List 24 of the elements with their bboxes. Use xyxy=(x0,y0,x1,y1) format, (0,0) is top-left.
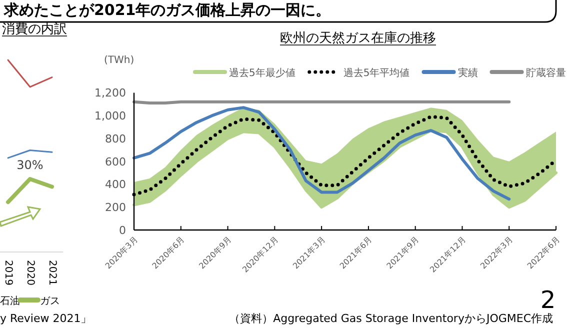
text: y Review 2021」 xyxy=(0,312,92,325)
x-tick-label: 2019 xyxy=(2,260,14,286)
x-tick-label: 2021 xyxy=(46,260,58,286)
y-tick-label: 400 xyxy=(105,178,126,192)
x-tick-label: 2020 xyxy=(24,260,36,286)
y-tick-label: 600 xyxy=(105,155,126,168)
line-series xyxy=(132,106,511,201)
y-tick-label: 1,000 xyxy=(94,110,126,123)
y-tick-label: 200 xyxy=(105,201,126,214)
text: （資料）Aggregated Gas Storage InventoryからJOGMEC作成 xyxy=(229,312,553,325)
y-tick-label: 1,200 xyxy=(94,86,126,100)
text: 2 xyxy=(540,286,556,314)
legend-label: 過去5年平均値 xyxy=(343,67,410,79)
y-axis-title: (TWh) xyxy=(104,55,134,66)
legend-label: 貯蔵容量 xyxy=(526,67,566,79)
chart-title: 欧州の天然ガス在庫の推移 xyxy=(280,30,436,46)
text: 求めたことが2021年のガス価格上昇の一因に。 xyxy=(3,1,331,19)
y-tick-label: 800 xyxy=(105,132,126,146)
y-tick-label: 0 xyxy=(119,224,126,237)
legend-label: ガス xyxy=(40,296,60,307)
chart-title: 消費の内訳 xyxy=(2,22,67,37)
legend-label: 過去5年最少値 xyxy=(229,67,296,79)
annotation: 30% xyxy=(16,158,44,172)
legend-label: 実績 xyxy=(458,67,478,79)
